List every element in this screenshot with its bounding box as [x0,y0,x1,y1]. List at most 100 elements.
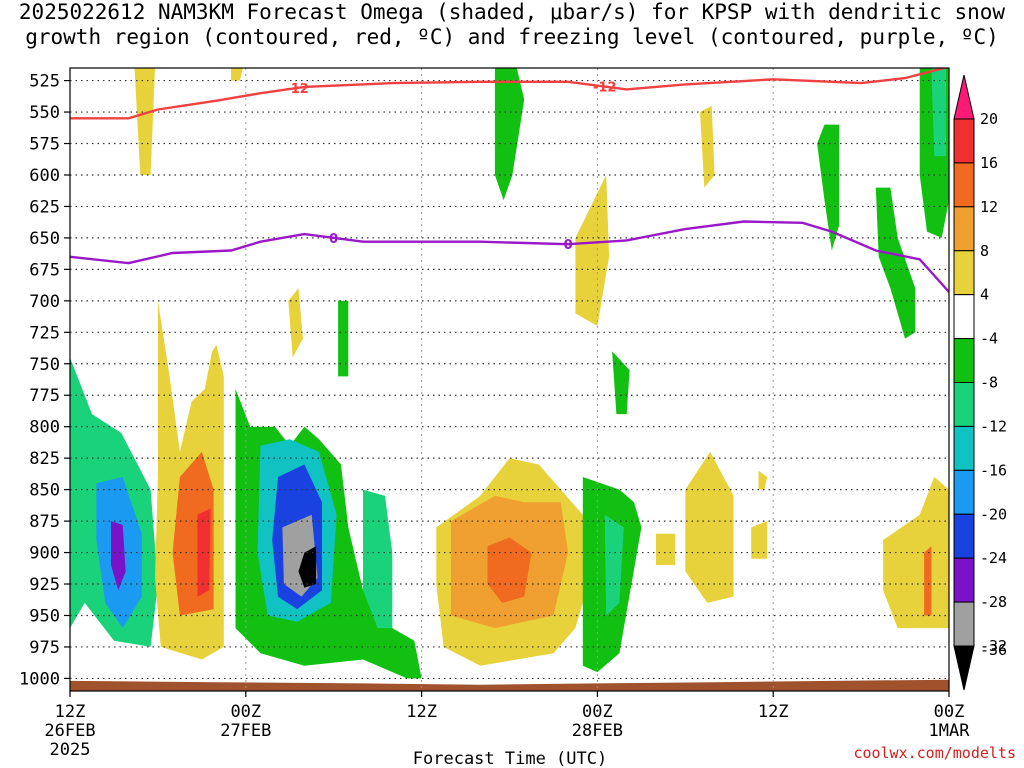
title-line-1: 2025022612 NAM3KM Forecast Omega (shaded… [18,0,1006,24]
xtick-label-1-0: 00Z [230,702,261,722]
colorbar-label-11: -28 [980,593,1007,611]
colorbar-swatch-4 [953,250,975,296]
freezing-contour-label-0: 0 [329,232,338,247]
omega-region-15 [338,300,349,377]
omega-region-25 [685,451,734,603]
colorbar-label-9: -20 [980,505,1007,523]
grid-lines [70,68,949,691]
ytick-label-575: 575 [29,135,60,155]
omega-region-7 [231,68,243,81]
omega-region-29 [875,187,916,339]
xtick-label-0-1: 26FEB [44,721,95,741]
colorbar-swatch-9 [953,469,975,515]
credit-text: coolwx.com/modelts [853,744,1016,762]
colorbar-bottom-triangle [953,645,975,691]
omega-region-31 [931,68,947,157]
xtick-label-0-2: 2025 [50,740,91,760]
ytick-label-950: 950 [29,606,60,626]
colorbar-swatch-6 [953,338,975,384]
colorbar-label-6: -8 [980,374,998,392]
ytick-label-825: 825 [29,449,60,469]
colorbar-swatch-3 [953,206,975,252]
dgz-contour-label-1: -12 [593,81,617,96]
dgz-contour-label-0: -12 [285,82,309,97]
omega-region-2 [111,521,126,591]
contour-lines: -12 -12 0 0 [70,68,949,293]
xtick-label-5-1: 1MAR [929,721,971,741]
xtick-label-3-1: 28FEB [572,721,623,741]
omega-region-19 [494,68,525,201]
ytick-label-875: 875 [29,512,60,532]
colorbar-label-1: 16 [980,154,998,172]
colorbar-swatch-2 [953,162,975,208]
omega-region-26 [751,521,768,559]
title-line-2: growth region (contoured, red, ºC) and f… [25,25,999,49]
xtick-label-1-1: 27FEB [220,721,271,741]
omega-region-3 [134,68,155,175]
omega-region-22 [612,351,630,415]
colorbar-legend: 20 16 12 8 4 -4 -8 -12 -16 -20 -24 -28 -32-36 [953,74,1007,691]
xtick-label-2-0: 12Z [406,702,437,722]
omega-shading [70,68,949,679]
x-axis-label: Forecast Time (UTC) [413,749,607,768]
omega-region-18 [487,537,532,603]
colorbar-top-triangle [953,74,975,120]
colorbar-label-7: -12 [980,417,1007,435]
ground-band [70,679,949,691]
omega-region-6 [197,508,211,597]
xtick-label-3-0: 00Z [582,702,613,722]
ytick-label-800: 800 [29,418,60,438]
omega-region-23 [575,175,610,326]
xtick-label-0-0: 12Z [55,702,86,722]
colorbar-swatch-1 [953,118,975,164]
colorbar-swatch-5 [953,294,975,340]
omega-region-27 [758,470,768,490]
ytick-label-850: 850 [29,481,60,501]
omega-region-24 [656,533,675,566]
freezing-contour-line [70,220,949,293]
ytick-label-525: 525 [29,72,60,92]
ytick-label-600: 600 [29,166,60,186]
colorbar-label-5: -4 [980,330,998,348]
colorbar-label-12: -32 [980,637,1007,655]
omega-region-21 [604,514,624,616]
ytick-label-625: 625 [29,197,60,217]
colorbar-label-3: 8 [980,242,989,260]
omega-region-33 [924,546,932,616]
ytick-label-725: 725 [29,323,60,343]
colorbar-label-2: 12 [980,198,998,216]
colorbar-swatch-10 [953,513,975,559]
freezing-contour-label-1: 0 [564,238,573,253]
ytick-label-550: 550 [29,103,60,123]
omega-region-13 [363,489,393,629]
ytick-label-975: 975 [29,638,60,658]
ytick-label-925: 925 [29,575,60,595]
ytick-label-650: 650 [29,229,60,249]
ground-layer [70,679,949,691]
omega-region-28 [817,124,840,251]
colorbar-label-0: 20 [980,110,998,128]
plot-frame [69,67,950,692]
xtick-label-4-0: 12Z [758,702,789,722]
ytick-label-675: 675 [29,260,60,280]
xtick-label-5-0: 00Z [934,702,965,722]
omega-region-14 [288,288,303,358]
ytick-label-775: 775 [29,386,60,406]
colorbar-label-13: -36 [980,641,1007,659]
colorbar-label-8: -16 [980,461,1007,479]
colorbar-swatch-11 [953,557,975,603]
pressure-axis: 525 550 575 600 625 650 675 700 725 750 775 800 825 8… [19,72,70,689]
ytick-label-1000: 1000 [19,669,60,689]
chart-title: 2025022612 NAM3KM Forecast Omega (shaded… [0,0,1024,50]
ytick-label-750: 750 [29,355,60,375]
ytick-label-900: 900 [29,544,60,564]
colorbar-label-4: 4 [980,286,989,304]
omega-region-12 [298,546,317,588]
dgz-contour-line [70,68,949,120]
colorbar-label-10: -24 [980,549,1007,567]
ytick-label-700: 700 [29,292,60,312]
colorbar-swatch-8 [953,425,975,471]
colorbar-swatch-7 [953,382,975,427]
